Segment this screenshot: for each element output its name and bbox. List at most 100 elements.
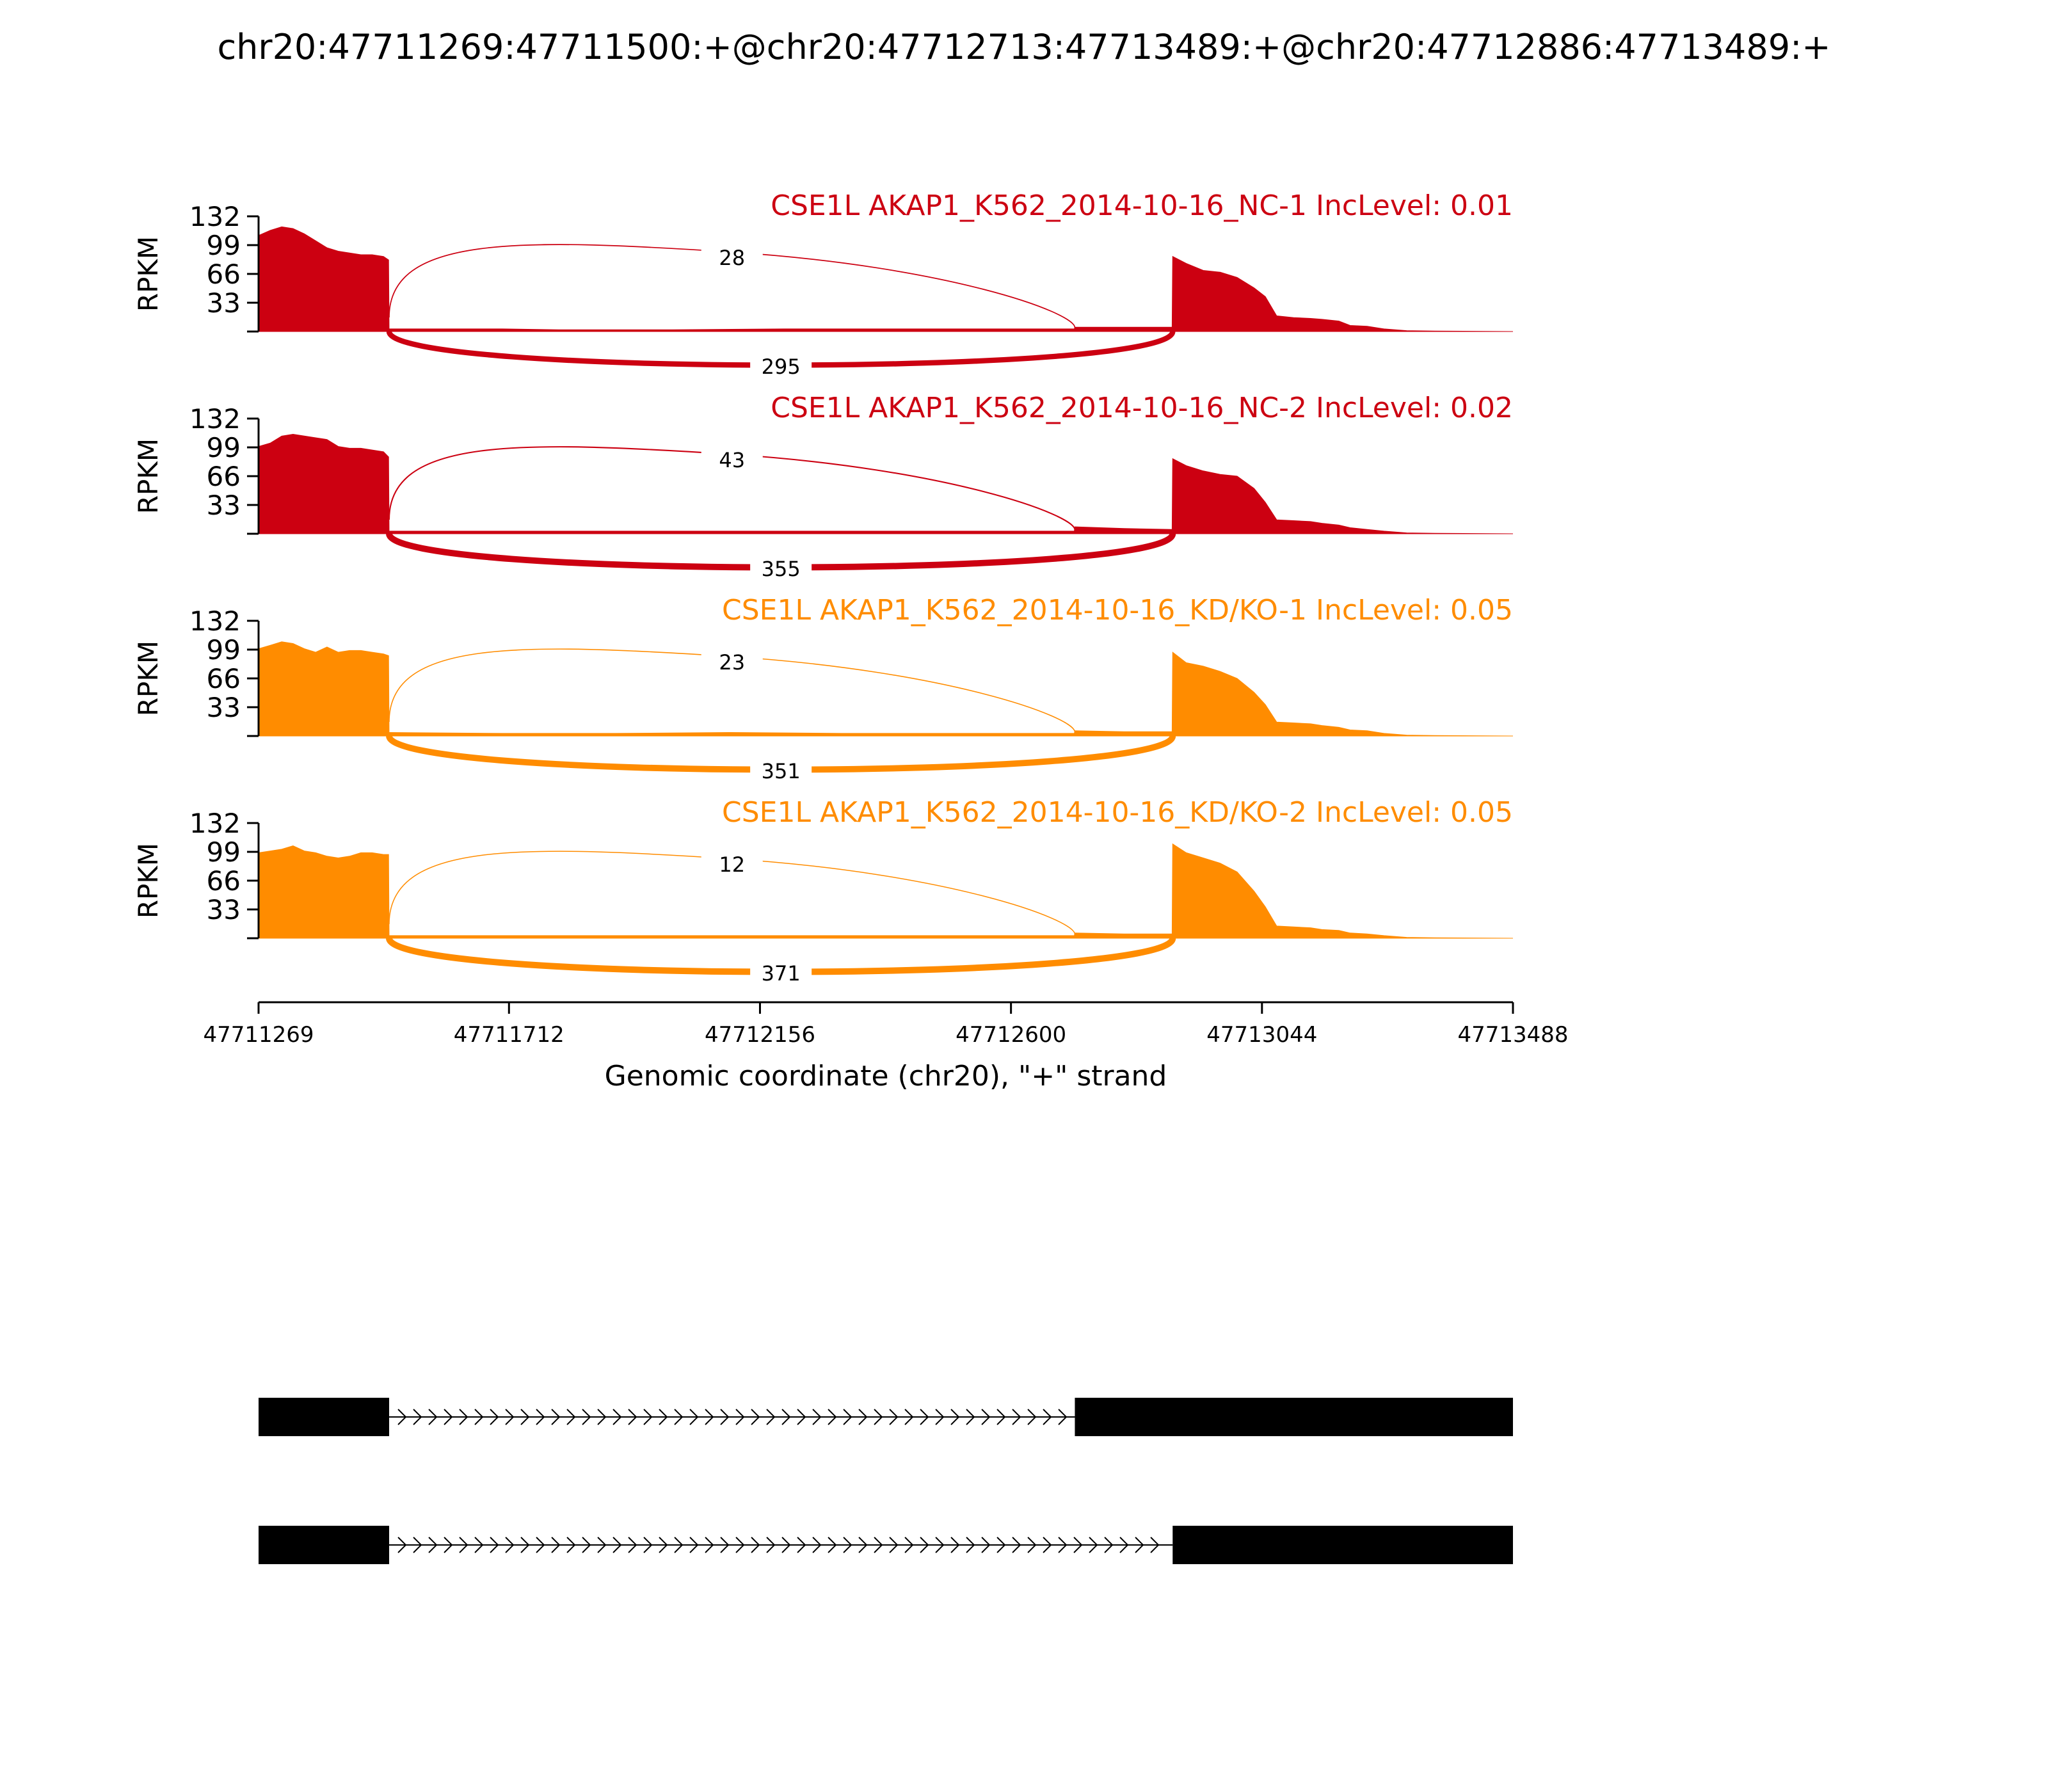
strand-arrow [397, 1537, 407, 1553]
y-tick-label: 33 [207, 894, 241, 925]
x-tick-label: 47712156 [705, 1022, 815, 1048]
strand-arrow [428, 1537, 438, 1553]
y-tick-label: 66 [207, 259, 241, 290]
coverage-area [258, 226, 1514, 332]
junction-label-bg [750, 355, 812, 380]
junction-label-bg [701, 448, 763, 474]
y-tick-label: 99 [207, 230, 241, 261]
y-tick-label: 66 [207, 663, 241, 694]
y-axis-label: RPKM [132, 843, 164, 918]
strand-arrow [874, 1537, 883, 1553]
junction-count: 295 [762, 355, 801, 379]
strand-arrow [413, 1537, 422, 1553]
strand-arrow [1012, 1409, 1021, 1425]
strand-arrow [459, 1409, 468, 1425]
exon-block [259, 1526, 390, 1564]
strand-arrow [1104, 1537, 1114, 1553]
strand-arrow [996, 1409, 1006, 1425]
x-tick-label: 47713488 [1457, 1022, 1568, 1048]
strand-arrow [828, 1409, 837, 1425]
strand-arrow [766, 1537, 776, 1553]
strand-arrow [996, 1537, 1006, 1553]
strand-arrow [1058, 1537, 1068, 1553]
strand-arrow [459, 1537, 468, 1553]
isoform-1 [259, 1398, 1513, 1436]
strand-arrow [597, 1409, 607, 1425]
strand-arrow [1027, 1409, 1037, 1425]
y-axis-label: RPKM [132, 641, 164, 716]
y-tick-label: 99 [207, 836, 241, 868]
strand-arrow [397, 1409, 407, 1425]
strand-arrow [612, 1409, 622, 1425]
strand-arrow [981, 1409, 991, 1425]
junction-label-bg [701, 650, 763, 676]
junction-count: 43 [719, 448, 745, 472]
strand-arrow [582, 1537, 591, 1553]
strand-arrow [505, 1409, 515, 1425]
strand-arrow [889, 1537, 899, 1553]
strand-arrow [889, 1409, 899, 1425]
sample-label: CSE1L AKAP1_K562_2014-10-16_NC-1 IncLeve… [771, 189, 1513, 222]
junction-label-bg [750, 961, 812, 987]
strand-arrow [659, 1409, 668, 1425]
y-tick-label: 66 [207, 461, 241, 492]
x-tick-label: 47711269 [203, 1022, 314, 1048]
x-tick-label: 47712600 [956, 1022, 1066, 1048]
strand-arrow [935, 1537, 945, 1553]
y-tick-label: 132 [189, 605, 241, 637]
exon-block [1172, 1526, 1513, 1564]
strand-arrow [659, 1537, 668, 1553]
strand-arrow [1119, 1537, 1129, 1553]
strand-arrow [735, 1409, 745, 1425]
strand-arrow [766, 1409, 776, 1425]
junction-count: 371 [762, 961, 801, 986]
strand-arrow [1073, 1537, 1083, 1553]
strand-arrow [843, 1537, 852, 1553]
strand-arrow [904, 1537, 914, 1553]
strand-arrow [1012, 1537, 1021, 1553]
strand-arrow [505, 1537, 515, 1553]
strand-arrow [874, 1409, 883, 1425]
strand-arrow [628, 1537, 637, 1553]
strand-arrow [551, 1537, 561, 1553]
y-tick-label: 132 [189, 403, 241, 435]
strand-arrow [966, 1409, 975, 1425]
strand-arrow [612, 1537, 622, 1553]
strand-arrow [474, 1537, 484, 1553]
strand-arrow [643, 1409, 653, 1425]
strand-arrow [843, 1409, 852, 1425]
y-tick-label: 33 [207, 692, 241, 723]
junction-count: 12 [719, 852, 745, 877]
strand-arrow [828, 1537, 837, 1553]
x-axis-label: Genomic coordinate (chr20), "+" strand [605, 1060, 1167, 1092]
strand-arrow [935, 1409, 945, 1425]
y-tick-label: 99 [207, 432, 241, 463]
strand-arrow [643, 1537, 653, 1553]
strand-arrow [597, 1537, 607, 1553]
strand-arrow [735, 1537, 745, 1553]
y-tick-label: 33 [207, 287, 241, 319]
junction-label-bg [750, 759, 812, 785]
strand-arrow [582, 1409, 591, 1425]
strand-arrow [950, 1537, 960, 1553]
strand-arrow [781, 1409, 791, 1425]
strand-arrow [705, 1409, 714, 1425]
strand-arrow [674, 1409, 684, 1425]
y-tick-label: 99 [207, 634, 241, 666]
strand-arrow [551, 1409, 561, 1425]
sample-label: CSE1L AKAP1_K562_2014-10-16_NC-2 IncLeve… [771, 392, 1513, 424]
y-axis-label: RPKM [132, 236, 164, 312]
y-tick-label: 132 [189, 201, 241, 232]
figure-title: chr20:47711269:47711500:+@chr20:47712713… [217, 27, 1830, 67]
strand-arrow [920, 1537, 929, 1553]
strand-arrow [444, 1537, 453, 1553]
junction-label-bg [701, 852, 763, 878]
strand-arrow [858, 1409, 868, 1425]
strand-arrow [490, 1409, 499, 1425]
strand-arrow [1089, 1537, 1098, 1553]
